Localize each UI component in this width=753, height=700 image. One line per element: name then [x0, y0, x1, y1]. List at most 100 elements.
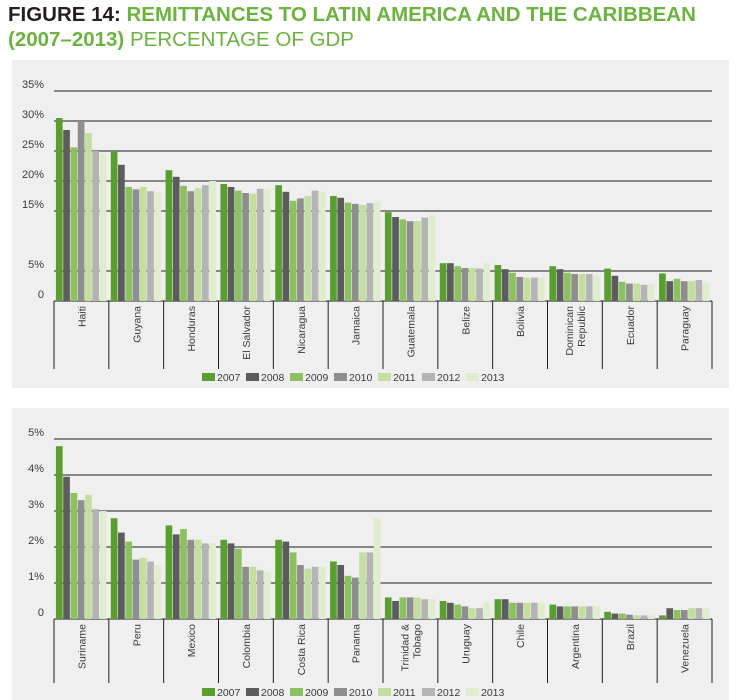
top-chart-y-tick-label: 35%	[22, 79, 44, 91]
top-chart-bar-bolivia-2010	[516, 277, 524, 301]
bottom-chart-bar-uruguay-2008	[447, 602, 454, 619]
top-chart-legend-swatch	[422, 373, 435, 381]
top-chart-bar-ecuador-2012	[640, 284, 648, 301]
figure-years: (2007–2013)	[8, 28, 125, 51]
figure-number: FIGURE 14:	[8, 3, 121, 26]
chart-top: 0 5% 15% 20% 25% 30% 35% Haiti Guyana Honduras El …	[22, 79, 713, 384]
bottom-chart-bar-panama-2009	[344, 575, 352, 619]
bottom-chart-bar-panama-2007	[330, 561, 337, 619]
bottom-chart-y-tick-label: 0	[38, 607, 44, 619]
top-chart-bar-ecuador-2010	[626, 283, 633, 301]
bottom-chart-bar-mexico-2011	[194, 539, 202, 619]
bottom-chart-legend-swatch	[290, 688, 303, 696]
top-chart-bar-guatemala-2009	[399, 219, 407, 301]
bottom-chart-legend-swatch	[422, 688, 435, 696]
bottom-chart-bar-trinidad-tobago-2013	[428, 599, 436, 619]
bottom-chart-legend-swatch	[334, 688, 347, 696]
top-chart-bar-ecuador-2008	[611, 275, 619, 301]
bottom-chart-bar-colombia-2007	[220, 539, 228, 619]
top-chart-bar-belize-2009	[454, 266, 462, 301]
bottom-chart-y-tick-label: 3%	[28, 499, 44, 511]
top-chart-y-tick-label: 15%	[22, 199, 44, 211]
bottom-chart-bar-panama-2011	[359, 552, 366, 619]
top-chart-bar-nicaragua-2009	[289, 200, 297, 301]
top-chart-bar-bolivia-2012	[531, 277, 538, 301]
top-chart-bar-paraguay-2009	[673, 278, 681, 301]
top-chart-bar-haiti-2013	[99, 153, 107, 301]
top-chart-legend-label: 2012	[437, 372, 461, 384]
top-chart-category-label: Honduras	[186, 306, 198, 352]
bottom-chart-category-label: Suriname	[76, 624, 88, 669]
bottom-chart-legend-label: 2009	[305, 687, 329, 699]
top-chart-bar-guyana-2010	[132, 189, 140, 301]
bottom-chart-bar-uruguay-2007	[439, 601, 447, 619]
top-chart-bar-jamaica-2010	[351, 203, 359, 301]
top-chart-category-label: Belize	[460, 306, 472, 335]
bottom-chart-bar-panama-2013	[373, 518, 381, 619]
top-chart-bar-haiti-2010	[77, 121, 85, 301]
bottom-chart-bar-trinidad-tobago-2010	[406, 597, 414, 619]
top-chart-category-label: Dominican	[564, 306, 576, 356]
bottom-chart-legend-label: 2010	[349, 687, 373, 699]
top-chart-bar-honduras-2012	[202, 185, 209, 301]
top-chart-legend-swatch	[466, 373, 479, 381]
top-chart-bar-guatemala-2012	[421, 217, 429, 301]
top-chart-bar-el-salvador-2013	[264, 189, 271, 301]
bottom-chart-bar-brazil-2011	[633, 615, 641, 619]
bottom-chart-legend-swatch	[202, 688, 215, 696]
top-chart-bar-dominican-republic-2011	[578, 274, 586, 301]
top-chart-category-label: El Salvador	[241, 306, 253, 360]
top-chart-bar-bolivia-2011	[523, 277, 531, 301]
bottom-chart-bar-peru-2011	[139, 557, 147, 619]
bottom-chart-bar-suriname-2007	[55, 446, 63, 619]
bottom-chart-category-label: Tobago	[411, 624, 423, 659]
top-chart-bar-belize-2013	[483, 263, 491, 301]
bottom-chart-bar-brazil-2009	[618, 613, 626, 619]
bottom-chart-bar-trinidad-tobago-2011	[414, 597, 421, 619]
top-chart-bar-dominican-republic-2010	[571, 274, 578, 301]
bottom-chart-y-tick-label: 1%	[28, 571, 44, 583]
top-chart-bar-guyana-2007	[110, 151, 118, 301]
top-chart-bar-guatemala-2011	[414, 221, 421, 301]
bottom-chart-bar-venezuela-2013	[702, 608, 710, 619]
bottom-chart-bar-argentina-2010	[571, 606, 578, 619]
top-chart-category-label: Bolivia	[515, 306, 527, 337]
bottom-chart-category-label: Costa Rica	[296, 624, 308, 676]
bottom-chart-category-label: Argentina	[570, 624, 582, 669]
bottom-chart-bar-brazil-2008	[611, 613, 619, 619]
top-chart-bar-paraguay-2012	[695, 280, 703, 301]
top-chart-legend-swatch	[378, 373, 391, 381]
top-chart-legend-label: 2007	[217, 372, 241, 384]
bottom-chart-bar-chile-2012	[531, 602, 538, 619]
bottom-chart-bar-trinidad-tobago-2008	[392, 601, 399, 619]
bottom-chart-category-label: Venezuela	[680, 624, 692, 673]
bottom-chart-bar-costa-rica-2011	[304, 568, 312, 619]
bottom-chart-bar-costa-rica-2010	[297, 565, 304, 619]
bottom-chart-bar-mexico-2013	[209, 543, 216, 619]
bottom-chart-category-label: Colombia	[241, 624, 253, 669]
top-chart-bar-bolivia-2009	[509, 272, 516, 301]
bottom-chart-bar-costa-rica-2013	[318, 566, 326, 619]
bottom-chart-bar-panama-2008	[337, 565, 345, 619]
bottom-chart-bar-uruguay-2009	[454, 604, 462, 619]
top-chart-bar-belize-2007	[439, 263, 447, 301]
bottom-chart-bar-suriname-2009	[70, 493, 78, 619]
bottom-chart-bar-mexico-2007	[165, 525, 173, 619]
bottom-chart-bar-argentina-2011	[578, 606, 586, 619]
bottom-chart-category-label: Panama	[351, 624, 363, 663]
bottom-chart-bar-mexico-2012	[202, 543, 209, 619]
bottom-chart-bar-chile-2009	[509, 602, 516, 619]
bottom-chart-bar-peru-2008	[118, 532, 125, 619]
top-chart-bar-nicaragua-2012	[311, 190, 319, 301]
top-chart-bar-guatemala-2007	[384, 212, 392, 301]
bottom-chart-bar-chile-2013	[538, 602, 545, 619]
bottom-chart-bar-mexico-2009	[180, 529, 187, 619]
bottom-chart-bar-venezuela-2007	[659, 615, 666, 619]
bottom-chart-bar-uruguay-2012	[476, 608, 483, 619]
top-chart-legend-label: 2011	[393, 372, 416, 384]
top-chart-bar-ecuador-2009	[618, 281, 626, 301]
top-chart-legend-swatch	[202, 373, 215, 381]
top-chart-bar-guyana-2012	[147, 191, 154, 301]
top-chart-bar-honduras-2011	[194, 188, 202, 301]
bottom-chart-bar-uruguay-2011	[468, 608, 476, 619]
